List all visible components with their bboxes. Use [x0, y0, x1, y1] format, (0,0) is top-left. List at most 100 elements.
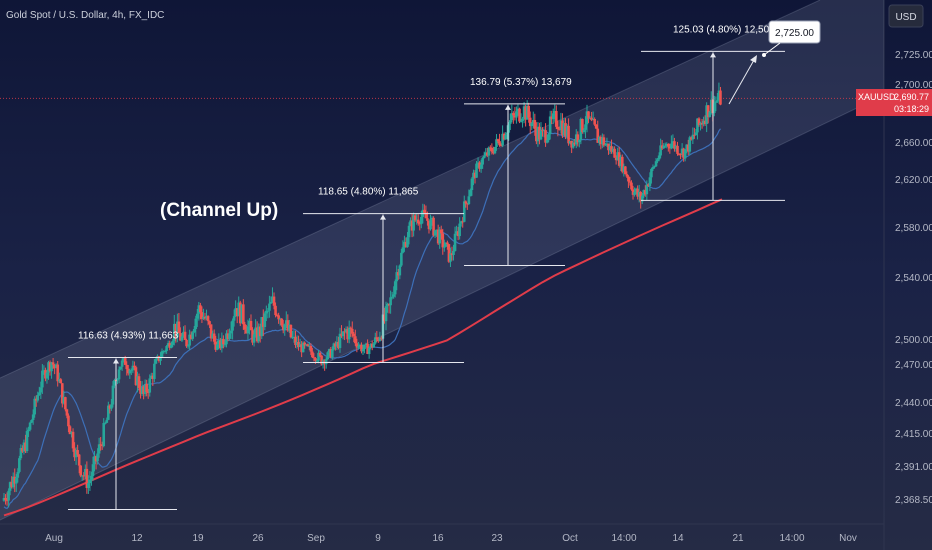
- candle-body: [139, 387, 142, 394]
- candle: [33, 396, 36, 418]
- candle: [108, 404, 112, 414]
- measure-annotation: 136.79 (5.37%) 13,679: [464, 77, 572, 266]
- candle: [304, 343, 308, 347]
- candle: [331, 346, 334, 360]
- candle-body: [642, 190, 646, 196]
- candle: [320, 355, 323, 366]
- candle: [484, 148, 488, 157]
- candle: [13, 468, 17, 493]
- candle-body: [370, 343, 374, 348]
- candle: [424, 205, 428, 219]
- candle: [246, 319, 250, 340]
- candle-body: [77, 454, 81, 466]
- candle: [693, 127, 696, 139]
- candle: [37, 386, 41, 397]
- candle: [702, 116, 705, 127]
- candle: [357, 342, 360, 350]
- candle: [130, 368, 133, 376]
- candle-body: [705, 105, 708, 125]
- candle-body: [504, 134, 507, 140]
- candle: [309, 343, 313, 355]
- candle: [265, 305, 268, 322]
- candle-body: [429, 219, 432, 230]
- candle-body: [133, 365, 136, 368]
- candle-body: [65, 409, 69, 416]
- candle: [136, 371, 139, 393]
- candle-body: [122, 357, 125, 361]
- candle-body: [469, 190, 472, 197]
- candle-body: [530, 123, 534, 127]
- target-callout[interactable]: 2,725.00: [762, 20, 821, 57]
- candle: [215, 340, 219, 351]
- candle: [39, 381, 43, 399]
- candle: [179, 327, 182, 341]
- currency-badge[interactable]: USD: [888, 4, 924, 28]
- candle: [637, 184, 641, 203]
- candle-body: [597, 137, 601, 143]
- candle: [292, 330, 296, 343]
- candle-body: [653, 166, 656, 168]
- candle-body: [45, 372, 49, 379]
- candle: [640, 192, 644, 205]
- candle-body: [585, 111, 589, 125]
- candle-body: [485, 152, 489, 156]
- candle: [79, 465, 83, 478]
- candle: [10, 476, 13, 489]
- candle-body: [415, 219, 418, 221]
- candle-body: [392, 294, 395, 297]
- candle-body: [713, 102, 716, 114]
- candle-body: [27, 429, 30, 432]
- candle: [289, 324, 293, 339]
- candle: [568, 140, 572, 145]
- candle: [624, 166, 627, 175]
- candle-body: [679, 153, 682, 155]
- candle-body: [501, 133, 504, 146]
- time-tick-label: 14:00: [779, 533, 804, 544]
- candle: [495, 134, 498, 151]
- candle-body: [446, 242, 449, 245]
- candle-body: [222, 338, 225, 345]
- candle: [165, 344, 168, 354]
- candle-body: [462, 201, 466, 222]
- candle: [77, 453, 81, 474]
- candle-body: [11, 476, 15, 488]
- candle-body: [300, 344, 303, 353]
- candle: [341, 331, 345, 340]
- candle-body: [284, 320, 288, 325]
- price-axis[interactable]: 2,368.50 2,391.00 2,415.00 2,440.00 2,470.00…: [895, 50, 932, 506]
- candle: [631, 185, 635, 200]
- candle-body: [274, 305, 277, 316]
- candle: [288, 319, 291, 333]
- candle: [249, 314, 253, 331]
- candle: [570, 140, 573, 154]
- candle: [97, 437, 101, 458]
- time-axis[interactable]: Aug 12 19 26 Sep 9 16 23 Oct 14:00 14 21 14:00 Nov: [45, 533, 857, 544]
- candle: [396, 269, 400, 280]
- candle-body: [372, 343, 376, 348]
- candle: [430, 216, 434, 226]
- projection-arrow-head: [750, 55, 757, 63]
- candle: [142, 385, 145, 400]
- candle-body: [535, 128, 538, 142]
- candle-body: [329, 349, 333, 358]
- candle: [87, 475, 90, 494]
- candle: [444, 242, 448, 248]
- candle-body: [433, 230, 437, 236]
- candle-body: [145, 384, 148, 392]
- candle: [608, 142, 612, 154]
- candle-body: [525, 105, 529, 120]
- candle: [705, 102, 708, 133]
- candle-body: [663, 145, 667, 147]
- candle-body: [424, 212, 428, 219]
- candle: [429, 214, 432, 231]
- candle: [271, 287, 274, 303]
- candle-body: [159, 356, 162, 361]
- candle-body: [528, 117, 532, 127]
- candle: [691, 127, 695, 145]
- candle-body: [565, 125, 569, 137]
- candle-body: [627, 176, 630, 182]
- candle: [597, 135, 601, 146]
- candle: [407, 222, 411, 245]
- candle-body: [191, 332, 195, 339]
